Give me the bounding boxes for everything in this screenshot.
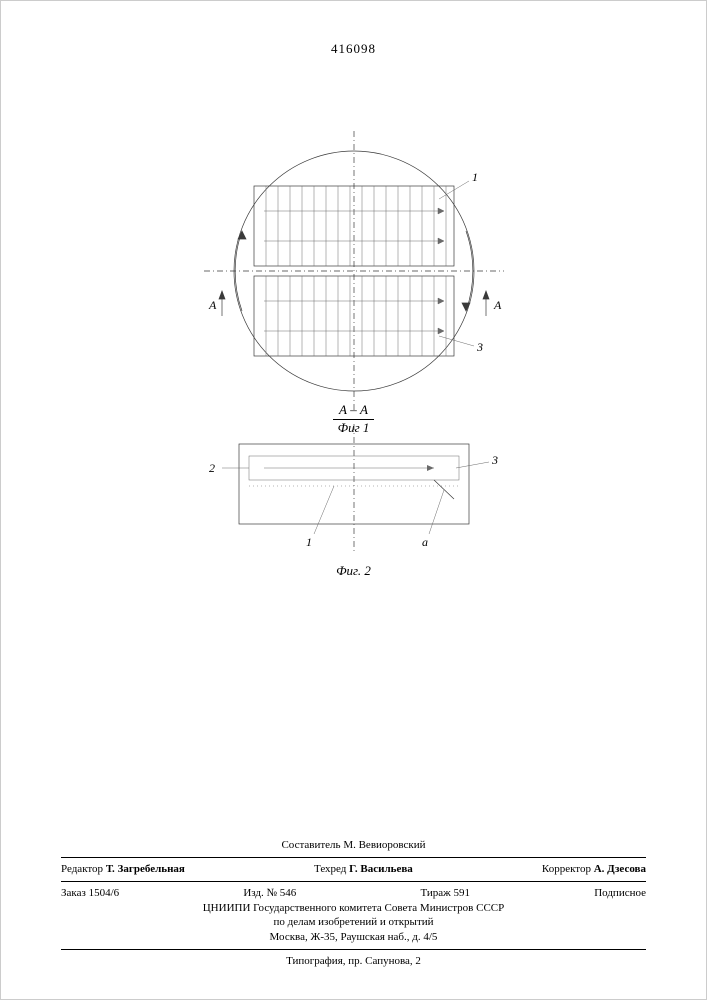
order-prefix: Заказ xyxy=(61,887,86,899)
printrun-prefix: Тираж xyxy=(420,887,450,899)
corrector-name: А. Дзесова xyxy=(594,863,646,875)
figure-1: А А 1 3 Фиг 1 xyxy=(1,131,706,436)
org-line-1: ЦНИИПИ Государственного комитета Совета … xyxy=(61,901,646,916)
editor-name: Т. Загребельная xyxy=(106,863,185,875)
printrun-number: 591 xyxy=(454,887,471,899)
pub-prefix: Изд. № xyxy=(243,887,277,899)
fig2-callout-3: 3 xyxy=(491,453,498,467)
fig2-callout-1: 1 xyxy=(306,535,312,549)
fig1-callout-3: 3 xyxy=(476,340,483,354)
section-mark-left: А xyxy=(208,298,217,312)
pub-number: 546 xyxy=(280,887,297,899)
fig2-callout-a: а xyxy=(422,535,428,549)
techeditor-prefix: Техред xyxy=(314,863,346,875)
document-number: 416098 xyxy=(1,41,706,57)
order-number: 1504/6 xyxy=(89,887,120,899)
figure-2-section-label: А – А xyxy=(333,402,374,420)
editor-prefix: Редактор xyxy=(61,863,103,875)
compiler-name: М. Вевиоровский xyxy=(343,839,425,851)
figure-1-svg: А А 1 3 xyxy=(194,131,514,411)
printer-line: Типография, пр. Сапунова, 2 xyxy=(61,954,646,969)
publication-credits: Составитель М. Вевиоровский Редактор Т. … xyxy=(61,838,646,969)
org-line-3: Москва, Ж-35, Раушская наб., д. 4/5 xyxy=(61,930,646,945)
techeditor-name: Г. Васильева xyxy=(349,863,413,875)
org-line-2: по делам изобретений и открытий xyxy=(61,915,646,930)
figure-2-svg: 2 1 3 а xyxy=(204,424,504,554)
figure-2: А – А 2 1 3 xyxy=(1,401,706,579)
fig1-callout-1: 1 xyxy=(472,170,478,184)
figure-2-caption: Фиг. 2 xyxy=(1,563,706,579)
compiler-prefix: Составитель xyxy=(281,839,340,851)
subscription-label: Подписное xyxy=(594,886,646,901)
corrector-prefix: Корректор xyxy=(542,863,591,875)
fig2-callout-2: 2 xyxy=(209,461,215,475)
section-mark-right: А xyxy=(493,298,502,312)
